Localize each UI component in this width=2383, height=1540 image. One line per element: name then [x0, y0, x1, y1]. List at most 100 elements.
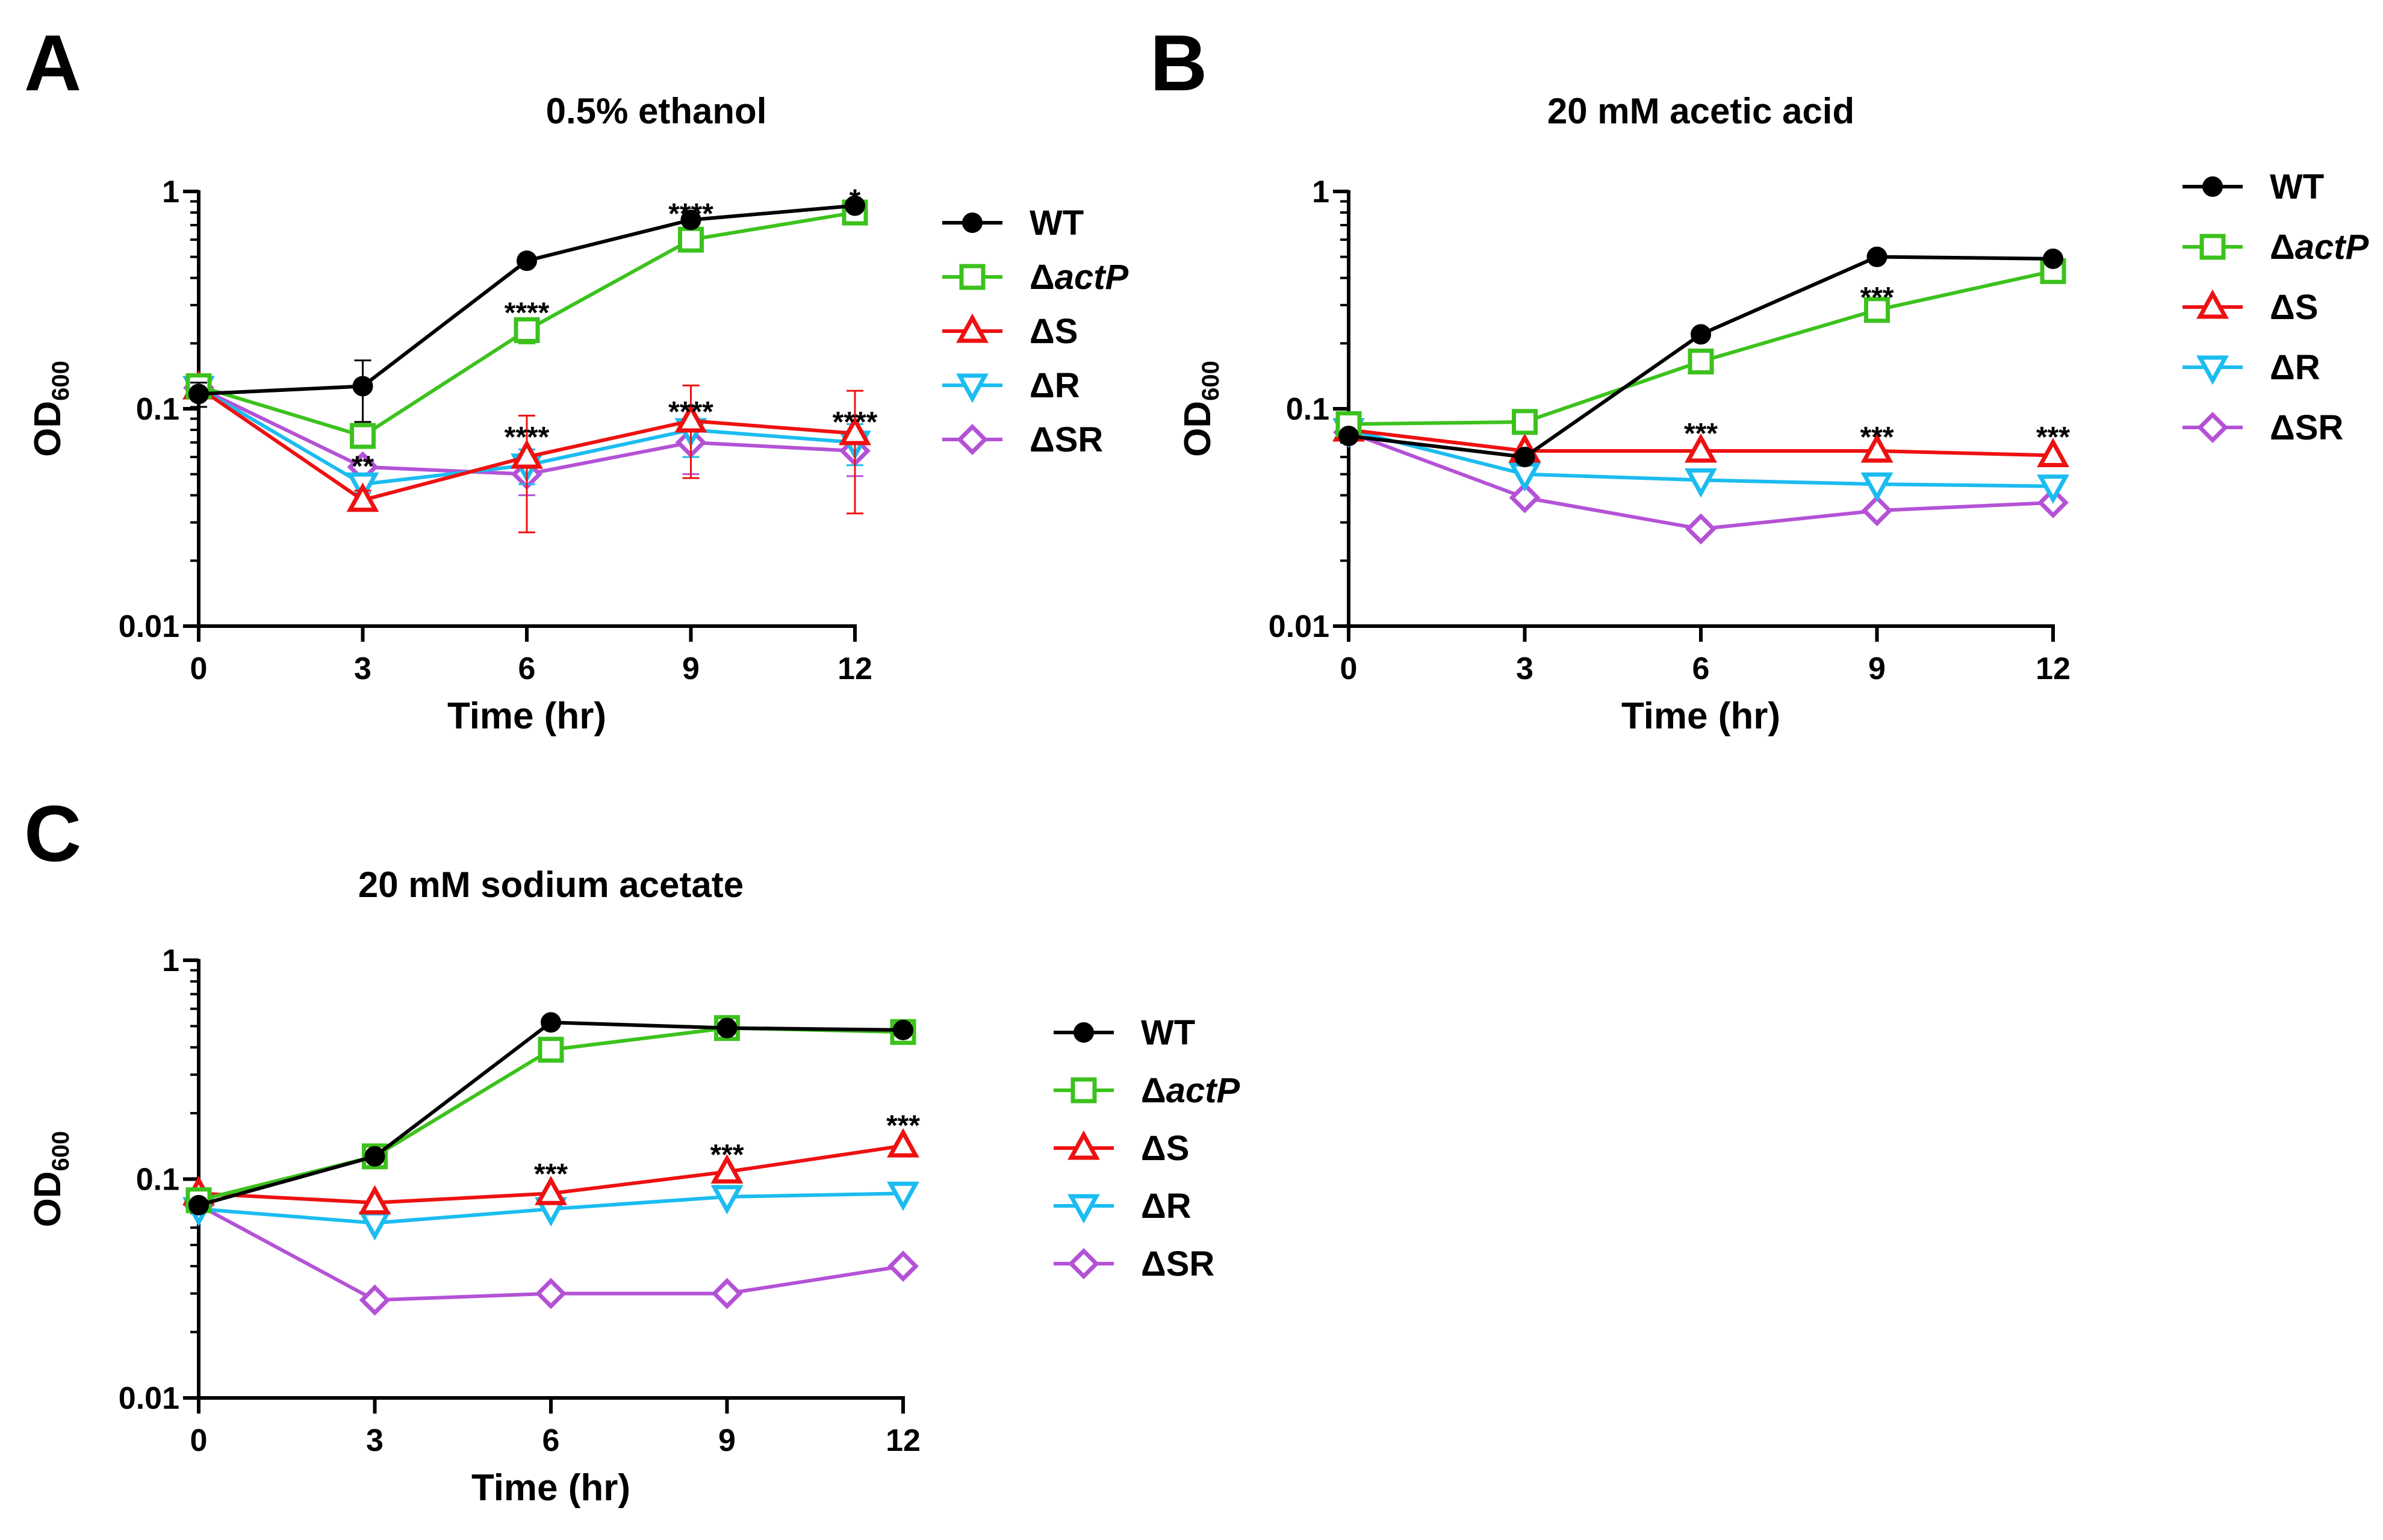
y-tick-label: 0.01 [1269, 609, 1329, 644]
y-axis-label-main: OD [27, 401, 69, 457]
x-tick-label: 9 [1868, 651, 1886, 686]
x-tick-label: 3 [1516, 651, 1533, 686]
x-axis-label: Time (hr) [447, 695, 606, 737]
significance-label: **** [505, 421, 550, 453]
data-point [680, 210, 701, 231]
data-point [535, 1278, 567, 1309]
data-point [514, 317, 540, 343]
data-point [352, 376, 373, 397]
legend-label-name: S [1166, 1129, 1190, 1168]
legend-label-name: WT [1141, 1013, 1195, 1052]
legend-marker [1070, 1077, 1097, 1104]
legend-marker [2202, 176, 2223, 197]
y-axis-label: OD600 [1177, 361, 1224, 457]
data-point [358, 1185, 391, 1215]
data-point [1685, 468, 1717, 498]
x-axis-label: Time (hr) [471, 1467, 630, 1509]
legend-label: ΔSR [2270, 408, 2343, 447]
legend-label: WT [1141, 1013, 1195, 1052]
chart-panel-c: C 20 mM sodium acetate 0.01 0.1 1 0 3 6 9 12 Time … [24, 789, 1240, 1509]
x-tick-label: 6 [1692, 651, 1710, 686]
significance-label: *** [886, 1110, 920, 1141]
y-axis-label-main: OD [27, 1171, 69, 1227]
panel-letter: C [24, 789, 81, 878]
significance-label: **** [668, 396, 713, 428]
y-tick-label: 0.1 [136, 1163, 179, 1197]
data-point [1338, 426, 1359, 447]
legend-label-name: SR [1166, 1244, 1215, 1284]
legend-item-dSR: ΔSR [2183, 408, 2343, 447]
legend-label-name: SR [2295, 408, 2344, 447]
legend-label-name: R [1166, 1187, 1192, 1226]
legend-label: ΔactP [2270, 228, 2369, 267]
data-point [538, 1037, 564, 1063]
x-tick-label: 12 [2036, 651, 2071, 686]
legend-item-WT: WT [942, 203, 1084, 243]
significance-label: *** [1860, 282, 1894, 314]
chart-panel-b: B 20 mM acetic acid 0.01 0.1 1 0 3 6 9 12 Time (hr… [1150, 19, 2369, 737]
y-tick-label: 0.01 [119, 1381, 179, 1416]
y-tick-label: 1 [1312, 175, 1329, 210]
data-point [1860, 472, 1894, 502]
legend-marker [2199, 234, 2226, 260]
significance-label: *** [710, 1139, 744, 1171]
y-axis-label-main: OD [1177, 401, 1219, 457]
legend-marker [956, 313, 989, 343]
y-tick-label: 0.1 [1286, 392, 1329, 427]
legend-label-name: R [1055, 366, 1080, 405]
series-dS [182, 370, 871, 533]
data-point [188, 383, 209, 405]
legend-marker [957, 424, 988, 455]
legend-item-dS: ΔS [942, 312, 1078, 351]
data-point [2037, 438, 2069, 467]
significance-label: *** [534, 1158, 568, 1190]
data-point [1861, 495, 1893, 527]
legend-item-dS: ΔS [1054, 1129, 1189, 1168]
legend-label: ΔactP [1141, 1071, 1240, 1110]
data-point [2043, 248, 2063, 269]
legend-label-prefix: Δ [2270, 228, 2295, 267]
data-point [678, 226, 704, 253]
data-point [359, 1284, 391, 1316]
legend-label-name: S [1055, 312, 1078, 351]
legend-label: ΔS [1030, 312, 1078, 351]
data-point [541, 1012, 561, 1033]
data-point [1514, 447, 1535, 468]
significance-label: **** [505, 297, 550, 329]
data-point [1685, 433, 1717, 463]
data-point [839, 415, 871, 446]
legend-label-prefix: Δ [1141, 1187, 1166, 1226]
legend-marker [956, 373, 989, 403]
legend-label-prefix: Δ [1141, 1244, 1166, 1284]
legend-label: ΔSR [1141, 1244, 1214, 1284]
data-point [188, 1194, 209, 1216]
legend-label: ΔSR [1030, 420, 1103, 459]
y-tick-label: 1 [162, 175, 179, 210]
series-dactP [1335, 258, 2066, 437]
x-tick-label: 3 [354, 651, 371, 686]
legend-label-prefix: Δ [1030, 258, 1055, 297]
data-point [845, 195, 865, 216]
legend-label: ΔR [1141, 1187, 1192, 1226]
data-point [887, 1250, 919, 1282]
panel-letter: A [24, 19, 81, 107]
data-point [350, 423, 376, 449]
significance-label: * [850, 184, 861, 216]
legend-marker [2196, 355, 2229, 385]
x-tick-label: 0 [190, 651, 208, 686]
legend-label-name: SR [1055, 420, 1104, 459]
series-WT [1338, 246, 2063, 468]
x-tick-label: 9 [682, 651, 700, 686]
legend-item-WT: WT [2183, 167, 2324, 206]
legend-label: ΔR [1030, 366, 1080, 405]
significance-label: ** [352, 451, 374, 483]
y-tick-label: 0.1 [136, 392, 179, 427]
legend-label-prefix: Δ [2270, 348, 2295, 387]
legend-label-prefix: Δ [2270, 408, 2295, 447]
legend-marker [1068, 1248, 1099, 1279]
series-WT [188, 1012, 913, 1216]
data-point [711, 1278, 743, 1309]
data-point [887, 1128, 919, 1158]
